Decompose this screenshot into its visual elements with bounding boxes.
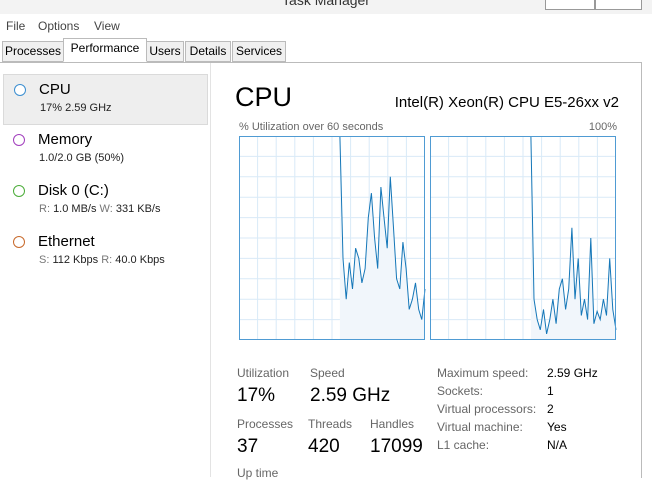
item-name: Disk 0 (C:) [38, 182, 109, 199]
item-name: CPU [39, 81, 71, 98]
sidebar-item[interactable]: Disk 0 (C:) R: 1.0 MB/s W: 331 KB/s [3, 176, 206, 225]
tab[interactable]: Users [146, 41, 184, 62]
panel-title: CPU [235, 82, 293, 112]
close-button[interactable] [595, 0, 642, 10]
status-icon [13, 134, 25, 146]
tab[interactable]: Processes [2, 41, 64, 62]
graph-line [530, 135, 617, 335]
detail-value: 1.0/2.0 GB (50%) [39, 152, 124, 164]
detail-label: R: [101, 254, 113, 266]
stat-value: 420 [308, 436, 340, 457]
spec-value: N/A [547, 438, 568, 452]
graph-area [530, 136, 616, 340]
graph-line [339, 135, 426, 320]
stat-label: Up time [237, 466, 279, 480]
spec-value: 1 [547, 384, 554, 398]
graph-max: 100% [588, 121, 617, 133]
tab[interactable]: Services [232, 41, 286, 62]
item-detail: R: 1.0 MB/s W: 331 KB/s [39, 203, 160, 215]
stat-label: Speed [310, 366, 345, 380]
spec-value: Yes [547, 420, 567, 434]
graph-border [430, 136, 616, 340]
stat-label: Handles [370, 417, 415, 431]
spec-label: Virtual processors: [437, 402, 537, 416]
stat-label: Processes [237, 417, 294, 431]
spec-label: L1 cache: [437, 438, 490, 452]
item-detail: 17% 2.59 GHz [40, 102, 112, 114]
item-name: Memory [38, 131, 93, 148]
detail-label: R: [39, 203, 50, 215]
stat-label: Threads [308, 417, 353, 431]
menu-item[interactable]: Options [38, 19, 80, 33]
sidebar-item[interactable]: Ethernet S: 112 Kbps R: 40.0 Kbps [3, 227, 206, 276]
detail-label: S: [39, 254, 50, 266]
tab[interactable]: Details [185, 41, 231, 62]
spec-value: 2.59 GHz [547, 366, 598, 380]
detail-value: 112 Kbps [52, 254, 99, 266]
detail-value: 40.0 Kbps [115, 254, 165, 266]
stat-value: 17099 [370, 436, 423, 457]
spec-label: Sockets: [437, 384, 484, 398]
tab-strip: Processes Performance Users Details Services [0, 38, 652, 62]
minimize-button[interactable] [545, 0, 595, 10]
detail-value: 1.0 MB/s [53, 203, 97, 215]
item-name: Ethernet [38, 233, 95, 250]
spec-label: Maximum speed: [437, 366, 529, 380]
graph-label: % Utilization over 60 seconds [239, 121, 384, 133]
spec-value: 2 [547, 402, 554, 416]
window-title: Task Manager [282, 0, 370, 8]
graph-border [239, 136, 425, 340]
stat-value: 17% [237, 385, 276, 406]
detail-value: 331 KB/s [115, 203, 161, 215]
tab[interactable]: Performance [63, 38, 147, 62]
stat-value: 2.59 GHz [310, 385, 391, 406]
item-detail: S: 112 Kbps R: 40.0 Kbps [39, 254, 165, 266]
spec-label: Virtual machine: [437, 420, 523, 434]
status-icon [13, 236, 25, 248]
menu-bar: File Options View [0, 16, 652, 36]
item-detail: 1.0/2.0 GB (50%) [39, 152, 124, 164]
processor-name: Intel(R) Xeon(R) CPU E5-26xx v2 [394, 94, 619, 111]
stat-value: 37 [237, 436, 259, 457]
content-area [0, 62, 642, 478]
graph-area [339, 136, 425, 340]
sidebar-item[interactable]: Memory 1.0/2.0 GB (50%) [3, 125, 206, 174]
menu-item[interactable]: View [94, 19, 120, 33]
separator [210, 63, 211, 477]
menu-item[interactable]: File [6, 19, 26, 33]
sidebar-item[interactable]: CPU 17% 2.59 GHz [3, 74, 208, 125]
stat-label: Utilization [237, 366, 290, 380]
status-icon [14, 84, 26, 96]
detail-value: 17% 2.59 GHz [40, 102, 112, 114]
detail-label: W: [99, 203, 113, 215]
status-icon [13, 185, 25, 197]
title-bar: Task Manager [0, 0, 652, 14]
